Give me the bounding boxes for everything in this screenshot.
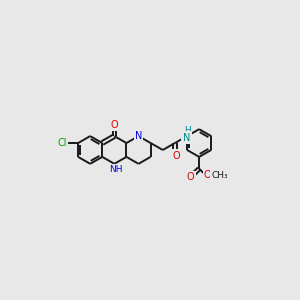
- Text: O: O: [110, 120, 118, 130]
- Text: O: O: [187, 172, 194, 182]
- Text: NH: NH: [109, 165, 123, 174]
- Text: N: N: [183, 133, 190, 142]
- Text: NH: NH: [108, 166, 121, 175]
- Text: O: O: [204, 170, 212, 180]
- Text: N: N: [135, 131, 142, 141]
- Text: O: O: [110, 120, 118, 130]
- Text: CH₃: CH₃: [212, 171, 228, 180]
- Text: N: N: [135, 131, 142, 141]
- Text: H: H: [184, 126, 191, 135]
- Text: Cl: Cl: [58, 138, 67, 148]
- Text: O: O: [173, 151, 180, 160]
